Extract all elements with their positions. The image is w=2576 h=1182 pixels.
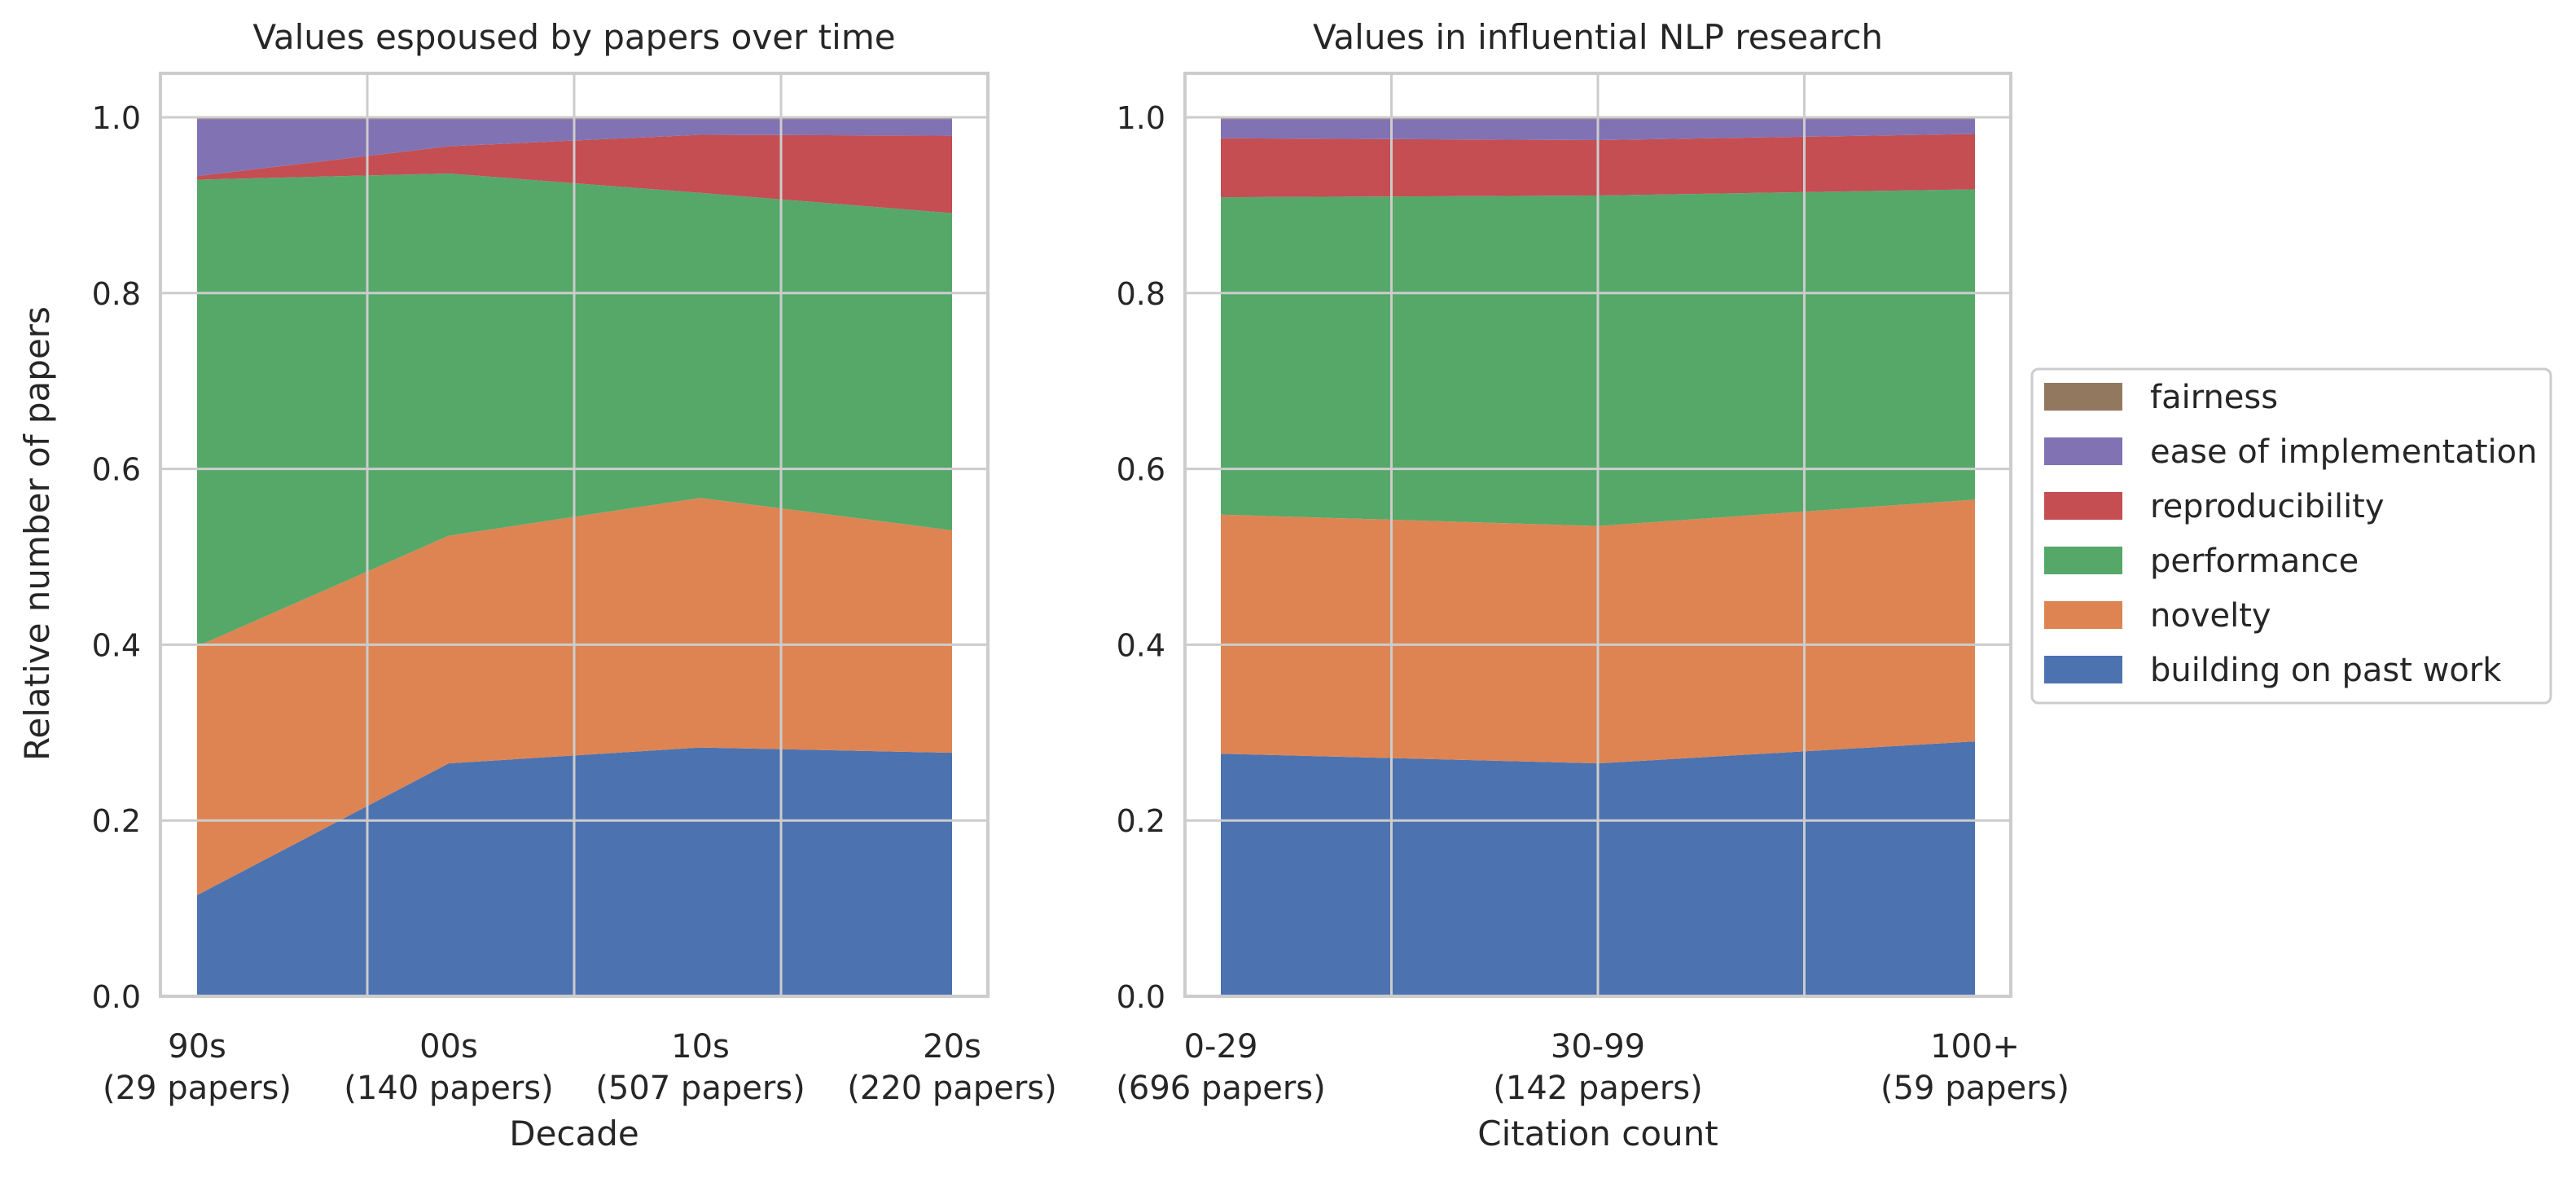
x-tick-label: (220 papers) bbox=[847, 1070, 1056, 1107]
y-tick-label: 1.0 bbox=[92, 100, 141, 136]
x-tick-label: 100+ bbox=[1930, 1028, 2020, 1066]
legend-label: novelty bbox=[2150, 597, 2271, 635]
y-tick-label: 0.0 bbox=[92, 979, 141, 1015]
plot-frame bbox=[1183, 72, 2012, 998]
y-tick-label: 0.8 bbox=[92, 276, 141, 312]
x-tick-label: 20s bbox=[923, 1028, 981, 1066]
legend-swatch-fairness bbox=[2044, 383, 2122, 411]
x-tick-label: (142 papers) bbox=[1493, 1070, 1702, 1107]
x-tick-label: (59 papers) bbox=[1880, 1070, 2069, 1107]
x-tick-label: 30-99 bbox=[1551, 1028, 1645, 1066]
x-tick-label: (696 papers) bbox=[1116, 1070, 1325, 1107]
legend-label: building on past work bbox=[2150, 652, 2502, 689]
x-tick-label: 0-29 bbox=[1184, 1028, 1258, 1066]
x-axis-label-left: Decade bbox=[509, 1114, 639, 1153]
y-tick-label: 0.8 bbox=[1117, 276, 1165, 312]
x-axis-label-right: Citation count bbox=[1477, 1114, 1718, 1153]
y-tick-label: 0.0 bbox=[1117, 979, 1165, 1015]
x-tick-label: (140 papers) bbox=[344, 1070, 553, 1107]
legend-swatch-performance bbox=[2044, 547, 2122, 574]
y-tick-label: 0.4 bbox=[92, 627, 141, 663]
x-tick-label: 10s bbox=[671, 1028, 730, 1066]
legend-label: performance bbox=[2150, 543, 2359, 580]
legend-swatch-reproducibility bbox=[2044, 492, 2122, 520]
y-tick-label: 0.6 bbox=[92, 452, 141, 488]
chart-right: Values in influential NLP research Citat… bbox=[1116, 17, 2069, 1153]
chart-title-right: Values in influential NLP research bbox=[1313, 17, 1883, 57]
y-tick-label: 0.6 bbox=[1117, 452, 1165, 488]
legend-swatch-novelty bbox=[2044, 601, 2122, 629]
legend-label: ease of implementation bbox=[2150, 433, 2538, 471]
legend-frame bbox=[2030, 367, 2552, 705]
x-tick-label: (29 papers) bbox=[103, 1070, 292, 1107]
legend: fairness ease of implementation reproducib… bbox=[2030, 367, 2552, 705]
chart-title-left: Values espoused by papers over time bbox=[252, 17, 895, 57]
x-tick-label: 00s bbox=[419, 1028, 478, 1066]
y-axis-label: Relative number of papers bbox=[17, 306, 57, 761]
chart-left: Values espoused by papers over time Rela… bbox=[17, 17, 1057, 1153]
y-tick-label: 1.0 bbox=[1117, 100, 1165, 136]
legend-swatch-building-on-past-work bbox=[2044, 656, 2122, 683]
legend-label: reproducibility bbox=[2150, 488, 2385, 525]
legend-swatch-ease-of-implementation bbox=[2044, 437, 2122, 465]
plot-frame bbox=[159, 72, 990, 998]
x-tick-label: (507 papers) bbox=[595, 1070, 805, 1107]
legend-label: fairness bbox=[2150, 379, 2278, 416]
y-tick-label: 0.2 bbox=[92, 803, 141, 839]
y-tick-label: 0.2 bbox=[1117, 803, 1165, 839]
y-tick-label: 0.4 bbox=[1117, 627, 1165, 663]
x-tick-label: 90s bbox=[168, 1028, 226, 1066]
area-ease-of-implementation bbox=[197, 119, 952, 177]
